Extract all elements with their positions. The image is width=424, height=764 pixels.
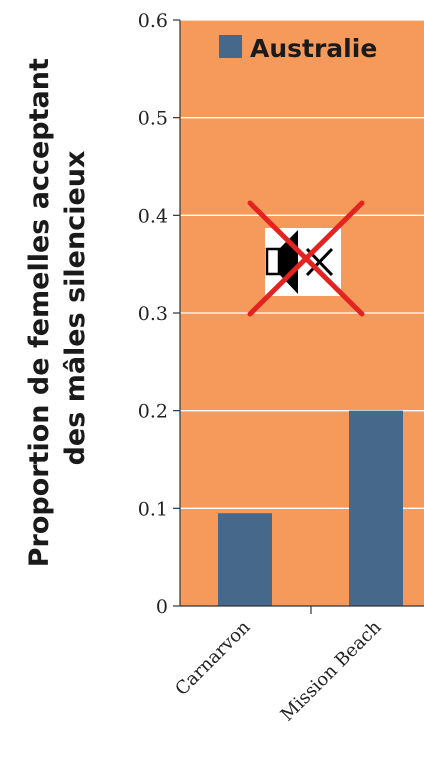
- legend-swatch: [219, 35, 242, 58]
- x-tick-label: Carnarvon: [171, 616, 254, 699]
- red-cross-mark: [247, 200, 365, 317]
- y-axis-label-line-2: des mâles silencieux: [60, 151, 91, 466]
- speaker-body: [265, 247, 281, 276]
- y-tick-label: 0.3: [138, 303, 168, 325]
- y-tick-label: 0.1: [138, 498, 168, 520]
- y-tick-label: 0.4: [138, 205, 168, 227]
- y-ticks: 0 0.1 0.2 0.3 0.4 0.5 0.6: [138, 10, 180, 618]
- y-tick-label: 0.2: [138, 401, 168, 423]
- mute-x-stroke-2: [305, 247, 334, 277]
- y-tick-label: 0.5: [138, 108, 168, 130]
- y-axis-label: Proportion de femelles acceptant des mâl…: [24, 49, 91, 568]
- bar-carnarvon: [218, 513, 272, 606]
- legend: Australie: [219, 34, 377, 63]
- gridlines: [180, 19, 424, 509]
- bars: [218, 410, 403, 606]
- x-tick-labels: Carnarvon Mission Beach: [171, 616, 385, 725]
- bar-mission-beach: [349, 410, 403, 606]
- x-tick-label: Mission Beach: [277, 616, 386, 725]
- y-axis-label-line-1: Proportion de femelles acceptant: [24, 58, 55, 567]
- y-tick-label: 0: [156, 596, 168, 618]
- y-tick-label: 0.6: [138, 10, 168, 32]
- red-cross-stroke-2: [247, 200, 365, 317]
- legend-label: Australie: [250, 34, 377, 63]
